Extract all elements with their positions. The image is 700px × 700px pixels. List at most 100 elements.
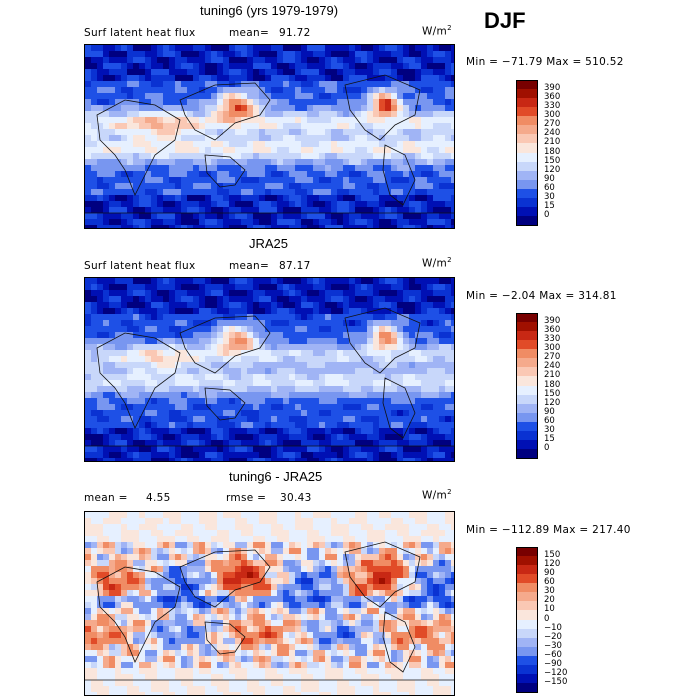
colorbar-tick-label: 360 (544, 92, 561, 103)
colorbar-swatch (516, 601, 538, 611)
colorbar-tick-label: −120 (544, 667, 568, 678)
panel3-title: tuning6 - JRA25 (229, 469, 323, 484)
panel2-units: W/m2 (422, 256, 452, 270)
colorbar-swatch (516, 448, 538, 459)
panel3-rmse-label: rmse = (226, 492, 267, 504)
colorbar-tick-label: 270 (544, 352, 561, 363)
colorbar-tick-label: 390 (544, 83, 561, 94)
colorbar-tick-label: 120 (544, 164, 561, 175)
colorbar-swatch (516, 592, 538, 602)
coastline (344, 307, 421, 374)
colorbar-tick-label: 15 (544, 200, 555, 211)
field-cells (85, 45, 454, 228)
colorbar-swatch (516, 403, 538, 414)
panel2-title: JRA25 (249, 236, 289, 251)
colorbar-tick-label: −10 (544, 622, 562, 633)
colorbar-swatch (516, 673, 538, 684)
colorbar-tick-label: 210 (544, 370, 561, 381)
colorbar-tick-label: 150 (544, 388, 561, 399)
colorbar-tick-label: 210 (544, 137, 561, 148)
colorbar-swatch (516, 583, 538, 593)
panel1-units: W/m2 (422, 24, 452, 38)
panel1-mean-value: 91.72 (279, 27, 311, 39)
panel3-range: Min = −112.89 Max = 217.40 (466, 524, 631, 536)
panel2-range: Min = −2.04 Max = 314.81 (466, 290, 617, 302)
colorbar-swatch (516, 610, 538, 620)
colorbar-swatch (516, 340, 538, 350)
coastline (179, 315, 271, 374)
colorbar-tick-label: 90 (544, 568, 555, 579)
colorbar-tick-label: −90 (544, 658, 562, 669)
coastline (179, 82, 271, 141)
colorbar-swatch (516, 322, 538, 332)
colorbar-swatch (516, 143, 538, 153)
colorbar-tick-label: 120 (544, 559, 561, 570)
colorbar-tick-label: 330 (544, 101, 561, 112)
colorbar-tick-label: 90 (544, 406, 555, 417)
panel2-map (84, 277, 455, 462)
colorbar-swatch (516, 206, 538, 217)
field-cells (85, 278, 454, 461)
colorbar-tick-label: 10 (544, 604, 555, 615)
panel1-variable: Surf latent heat flux (84, 27, 196, 39)
panel1-title: tuning6 (yrs 1979-1979) (200, 3, 339, 18)
colorbar-tick-label: 0 (544, 442, 550, 453)
colorbar-swatch (516, 547, 538, 557)
panel2-mean-value: 87.17 (279, 260, 311, 272)
colorbar-swatch (516, 116, 538, 126)
colorbar-swatch (516, 170, 538, 181)
colorbar-swatch (516, 89, 538, 99)
colorbar-tick-label: 150 (544, 155, 561, 166)
colorbar-tick-label: 90 (544, 173, 555, 184)
panel1-mean-label: mean= (229, 27, 270, 39)
coastline (382, 611, 416, 673)
colorbar-tick-label: 60 (544, 415, 555, 426)
colorbar-tick-label: 30 (544, 424, 555, 435)
coastline (96, 99, 181, 196)
colorbar-tick-label: 30 (544, 191, 555, 202)
colorbar-swatch (516, 197, 538, 208)
colorbar-swatch (516, 439, 538, 450)
coastline (96, 566, 181, 663)
panel3-field (85, 512, 454, 695)
colorbar-tick-label: 300 (544, 343, 561, 354)
panel3-mean-value: 4.55 (146, 492, 171, 504)
colorbar-tick-label: 0 (544, 613, 550, 624)
colorbar-tick-label: 60 (544, 577, 555, 588)
colorbar-swatch (516, 215, 538, 226)
coastline (96, 332, 181, 429)
colorbar-tick-label: −20 (544, 631, 562, 642)
colorbar-tick-label: 240 (544, 361, 561, 372)
colorbar-swatch (516, 107, 538, 117)
panel1-field (85, 45, 454, 228)
coastline (382, 377, 416, 439)
colorbar-tick-label: 120 (544, 397, 561, 408)
colorbar-tick-label: 60 (544, 182, 555, 193)
colorbar-swatch (516, 412, 538, 423)
colorbar-swatch (516, 349, 538, 359)
panel3-mean-label: mean = (84, 492, 128, 504)
colorbar-swatch (516, 358, 538, 368)
colorbar-swatch (516, 134, 538, 144)
colorbar-tick-label: 0 (544, 209, 550, 220)
colorbar-tick-label: 30 (544, 586, 555, 597)
colorbar-tick-label: 20 (544, 595, 555, 606)
colorbar-tick-label: 240 (544, 128, 561, 139)
panel3-units: W/m2 (422, 488, 452, 502)
colorbar-swatch (516, 152, 538, 163)
coastline (204, 387, 246, 421)
colorbar-tick-label: 270 (544, 119, 561, 130)
season-label: DJF (484, 8, 526, 33)
colorbar-swatch (516, 421, 538, 432)
colorbar-swatch (516, 574, 538, 584)
colorbar-swatch (516, 385, 538, 396)
colorbar-swatch (516, 556, 538, 566)
panel1-map (84, 44, 455, 229)
panel2-field (85, 278, 454, 461)
colorbar-tick-label: 360 (544, 325, 561, 336)
coastline (382, 144, 416, 206)
coastline (344, 74, 421, 141)
colorbar-swatch (516, 664, 538, 675)
panel1-range: Min = −71.79 Max = 510.52 (466, 56, 624, 68)
colorbar-swatch (516, 646, 538, 657)
